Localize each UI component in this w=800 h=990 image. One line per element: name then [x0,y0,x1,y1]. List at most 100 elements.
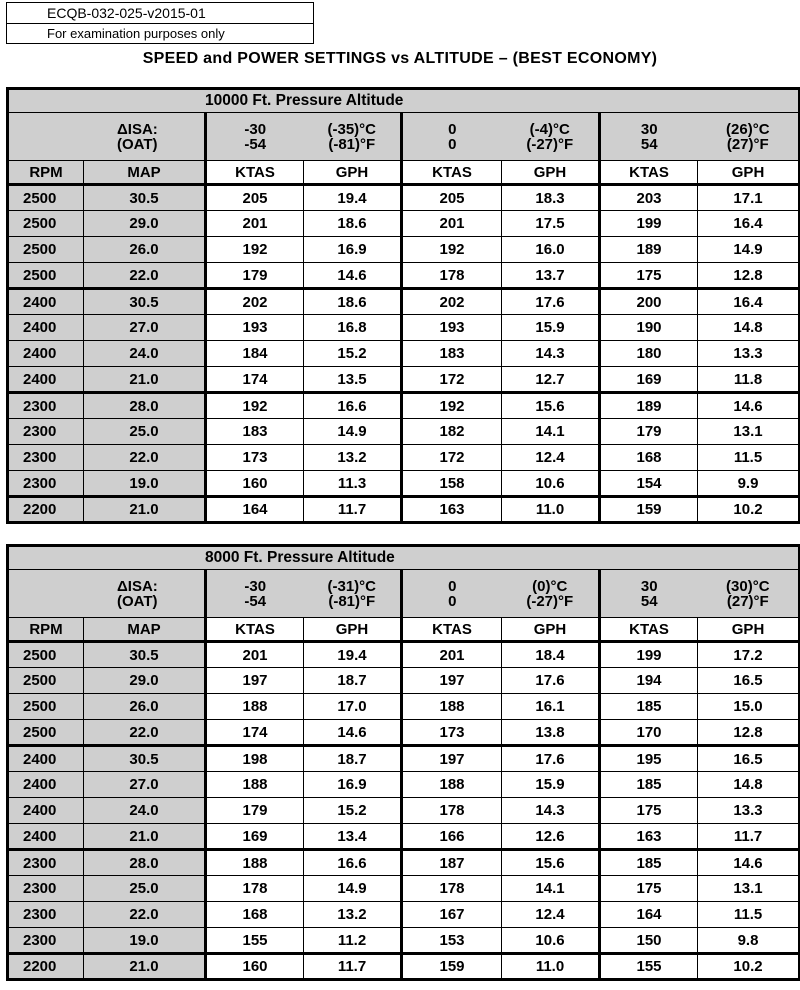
cell-rpm: 2400 [6,366,84,393]
cell-ktas: 154 [598,470,698,497]
cell-map: 24.0 [83,340,206,367]
cell-ktas: 182 [400,418,502,445]
cell-gph: 13.8 [501,719,600,746]
isa-deviation-f: -54 [244,135,267,153]
cell-gph: 14.1 [501,875,600,902]
cell-gph: 11.7 [303,952,402,981]
cell-map: 28.0 [83,391,206,419]
isa-deviation-f: 54 [640,592,658,610]
cell-ktas: 179 [204,262,304,289]
cell-gph: 11.2 [303,927,402,954]
cell-ktas: 175 [598,875,698,902]
oat-f: (-81)°F [328,135,376,153]
table-row: 2400 30.5 202 18.6 202 17.6 200 16.4 [6,287,800,315]
cell-gph: 12.4 [501,901,600,928]
oat-c: (30)°C [726,577,770,595]
table-row: 2300 28.0 192 16.6 192 15.6 189 14.6 [6,391,800,419]
cell-gph: 16.9 [303,236,402,263]
isa-deviation-c: 0 [448,577,457,595]
cell-gph: 13.3 [696,340,800,367]
cell-gph: 18.3 [501,183,600,211]
isa-deviation: -30 -54 [204,112,304,161]
cell-gph: 16.1 [501,693,600,720]
cell-ktas: 174 [204,366,304,393]
cell-map: 29.0 [83,667,206,694]
table-row: 2500 30.5 201 19.4 201 18.4 199 17.2 [6,640,800,668]
cell-gph: 10.2 [696,952,800,981]
oat-f: (27)°F [726,592,769,610]
cell-ktas: 166 [400,823,502,850]
cell-ktas: 155 [598,952,698,981]
cell-gph: 14.3 [501,797,600,824]
table-row: 2400 30.5 198 18.7 197 17.6 195 16.5 [6,744,800,772]
isa-deviation: -30 -54 [204,569,304,618]
cell-ktas: 188 [400,771,502,798]
isa-label: ΔISA: (OAT) [6,569,206,618]
cell-map: 26.0 [83,236,206,263]
table-row: 2200 21.0 164 11.7 163 11.0 159 10.2 [6,495,800,524]
cell-gph: 14.9 [303,418,402,445]
cell-ktas: 199 [598,210,698,237]
cell-ktas: 173 [400,719,502,746]
cell-rpm: 2300 [6,927,84,954]
column-header-ktas: KTAS [598,160,698,185]
cell-gph: 17.5 [501,210,600,237]
isa-deviation-c: 30 [640,577,658,595]
cell-ktas: 202 [204,287,304,315]
altitude-title: 10000 Ft. Pressure Altitude [5,87,800,113]
table-row: 2300 22.0 173 13.2 172 12.4 168 11.5 [6,444,800,471]
cell-rpm: 2300 [6,470,84,497]
cell-gph: 15.0 [696,693,800,720]
table-row: 2400 24.0 179 15.2 178 14.3 175 13.3 [6,797,800,824]
cell-gph: 19.4 [303,640,402,668]
cell-gph: 16.4 [696,210,800,237]
cell-gph: 14.9 [696,236,800,263]
cell-gph: 17.6 [501,667,600,694]
cell-rpm: 2400 [6,287,84,315]
cell-ktas: 179 [204,797,304,824]
cell-ktas: 205 [204,183,304,211]
cell-gph: 16.9 [303,771,402,798]
cell-ktas: 199 [598,640,698,668]
cell-ktas: 200 [598,287,698,315]
cell-rpm: 2500 [6,183,84,211]
table-row: 2500 29.0 197 18.7 197 17.6 194 16.5 [6,667,800,694]
column-header-ktas: KTAS [400,617,502,642]
cell-ktas: 198 [204,744,304,772]
cell-map: 21.0 [83,366,206,393]
table-row: 2500 29.0 201 18.6 201 17.5 199 16.4 [6,210,800,237]
cell-ktas: 173 [204,444,304,471]
oat-c: (0)°C [532,577,568,595]
cell-gph: 19.4 [303,183,402,211]
cell-gph: 13.5 [303,366,402,393]
cell-gph: 9.8 [696,927,800,954]
cell-ktas: 183 [204,418,304,445]
cell-gph: 11.0 [501,952,600,981]
cell-map: 26.0 [83,693,206,720]
cell-ktas: 201 [400,640,502,668]
cell-ktas: 185 [598,693,698,720]
cell-gph: 14.9 [303,875,402,902]
column-header-rpm: RPM [6,617,84,642]
cell-ktas: 197 [400,667,502,694]
cell-ktas: 203 [598,183,698,211]
cell-map: 21.0 [83,823,206,850]
column-header-ktas: KTAS [400,160,502,185]
cell-rpm: 2400 [6,314,84,341]
column-header-gph: GPH [696,617,800,642]
cell-ktas: 192 [204,391,304,419]
table-row: 2500 30.5 205 19.4 205 18.3 203 17.1 [6,183,800,211]
table-row: 2300 25.0 183 14.9 182 14.1 179 13.1 [6,418,800,445]
cell-gph: 11.7 [303,495,402,524]
cell-ktas: 188 [204,693,304,720]
cell-rpm: 2300 [6,444,84,471]
cell-gph: 16.4 [696,287,800,315]
table-row: 2300 19.0 160 11.3 158 10.6 154 9.9 [6,470,800,497]
cell-gph: 11.0 [501,495,600,524]
cell-ktas: 202 [400,287,502,315]
table-row: 2400 27.0 188 16.9 188 15.9 185 14.8 [6,771,800,798]
oat-value: (-4)°C (-27)°F [501,112,600,161]
cell-ktas: 195 [598,744,698,772]
oat-value: (0)°C (-27)°F [501,569,600,618]
oat-c: (26)°C [726,120,770,138]
